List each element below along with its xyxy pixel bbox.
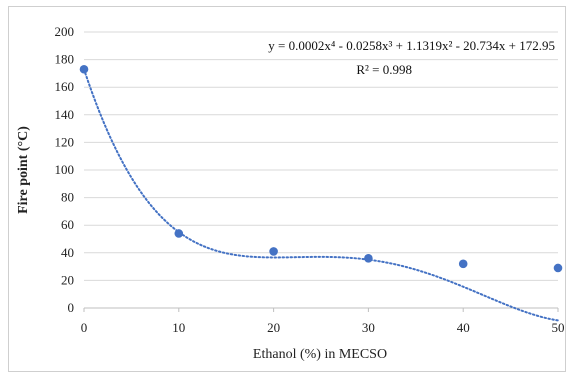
y-tick-160: 160 (55, 79, 75, 94)
x-axis-title: Ethanol (%) in MECSO (253, 347, 387, 362)
y-tick-140: 140 (55, 107, 75, 122)
data-point-20 (269, 247, 278, 256)
y-tick-80: 80 (61, 190, 74, 205)
axes (83, 307, 559, 312)
trendline (83, 68, 559, 322)
y-tick-labels: 0 20 40 60 80 100 120 140 160 180 200 (55, 24, 75, 315)
trendline-group (83, 68, 559, 322)
x-tick-50: 50 (552, 320, 565, 335)
x-tick-0: 0 (81, 320, 88, 335)
data-point-40 (458, 259, 468, 269)
chart-frame (8, 6, 566, 372)
x-tick-20: 20 (267, 320, 280, 335)
data-point-50 (553, 263, 563, 273)
y-tick-20: 20 (61, 272, 74, 287)
x-tick-40: 40 (457, 320, 470, 335)
gridlines (84, 31, 558, 281)
x-tick-30: 30 (362, 320, 375, 335)
y-tick-120: 120 (55, 134, 75, 149)
y-tick-200: 200 (55, 24, 75, 39)
y-tick-100: 100 (55, 162, 75, 177)
r-squared-label: R² = 0.998 (356, 62, 412, 77)
trendline-equation: y = 0.0002x⁴ - 0.0258x³ + 1.1319x² - 20.… (268, 38, 555, 53)
y-axis-title: Fire point (°C) (16, 126, 31, 214)
y-tick-60: 60 (61, 217, 74, 232)
data-point-30 (364, 254, 373, 263)
y-tick-0: 0 (68, 300, 75, 315)
y-tick-180: 180 (55, 52, 75, 67)
y-tick-40: 40 (61, 245, 74, 260)
x-tick-labels: 0 10 20 30 40 50 (81, 320, 565, 335)
x-tick-10: 10 (172, 320, 185, 335)
data-point-10 (174, 229, 184, 238)
data-points (79, 64, 563, 273)
data-point-0 (79, 64, 89, 74)
